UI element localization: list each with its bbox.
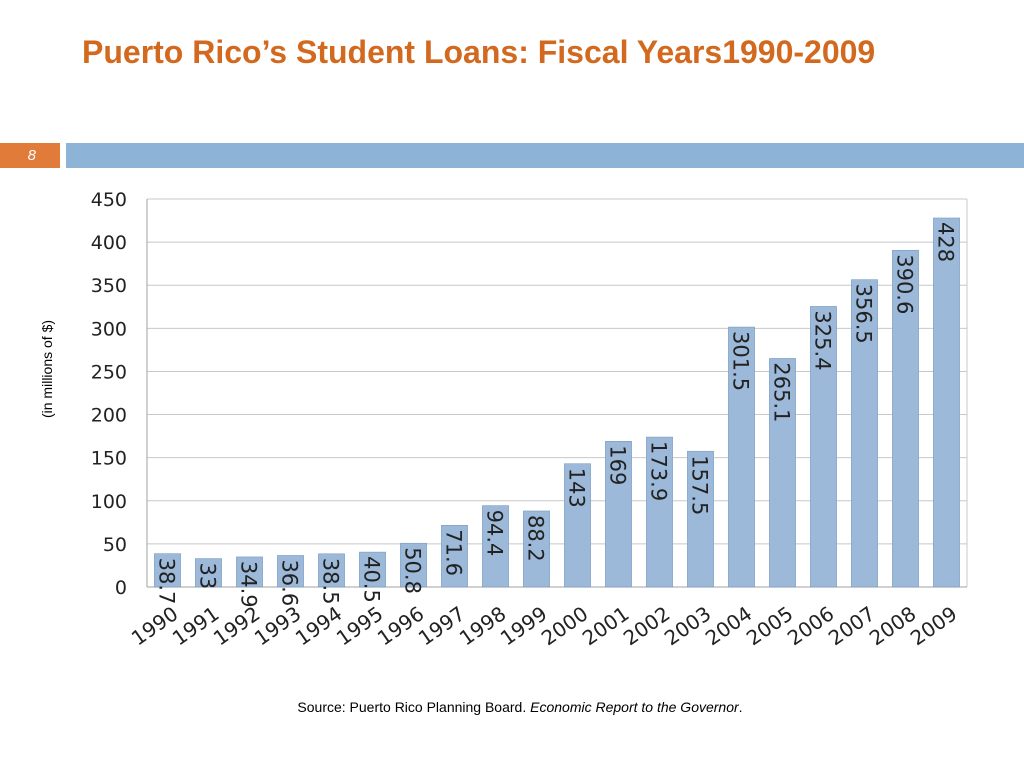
y-tick-label: 400 — [91, 232, 127, 254]
bar-2009 — [933, 217, 960, 588]
bar-2006 — [810, 306, 837, 588]
source-prefix: Source: Puerto Rico Planning Board. — [297, 699, 531, 715]
y-tick-label: 0 — [115, 577, 127, 599]
data-label-2007: 356.5 — [852, 284, 876, 344]
bar-2002 — [646, 436, 673, 588]
y-tick-label: 200 — [91, 405, 127, 427]
data-label-1997: 71.6 — [442, 529, 466, 576]
data-label-2000: 143 — [565, 468, 589, 508]
data-label-1993: 36.6 — [278, 559, 302, 606]
bars — [154, 217, 960, 588]
y-tick-label: 50 — [103, 534, 127, 556]
data-label-1994: 38.5 — [319, 558, 343, 605]
data-label-1998: 94.4 — [483, 510, 507, 557]
y-axis-title: (in millions of $) — [39, 320, 55, 418]
bar-1994 — [318, 553, 345, 588]
slide-header-bar: 8 — [0, 143, 1024, 168]
data-label-1990: 38.7 — [155, 558, 179, 605]
bar-2005 — [769, 358, 796, 588]
data-label-2008: 390.6 — [893, 254, 917, 314]
bar-1996 — [400, 542, 427, 588]
data-label-2002: 173.9 — [647, 441, 671, 501]
data-label-2004: 301.5 — [729, 331, 753, 391]
data-label-2006: 325.4 — [811, 310, 835, 370]
bar-1999 — [523, 510, 550, 588]
bar-2007 — [851, 279, 878, 588]
bar-1997 — [441, 525, 468, 588]
bar-1995 — [359, 551, 386, 588]
data-label-1999: 88.2 — [524, 515, 548, 562]
data-labels: 38.7 33 34.9 36.6 38.5 40.5 50.8 71.6 94.4 88.2 14… — [155, 222, 958, 608]
bar-1990 — [154, 553, 181, 588]
data-label-2003: 157.5 — [688, 455, 712, 515]
bar-2004 — [728, 326, 755, 588]
slide-title: Puerto Rico’s Student Loans: Fiscal Year… — [82, 34, 876, 70]
data-label-1992: 34.9 — [237, 561, 261, 608]
data-label-1996: 50.8 — [401, 547, 425, 594]
grid-lines — [147, 198, 967, 588]
data-label-2005: 265.1 — [770, 362, 794, 422]
slide-number: 8 — [0, 143, 60, 168]
y-tick-label: 250 — [91, 361, 127, 383]
bar-2001 — [605, 441, 632, 588]
data-label-2009: 428 — [934, 222, 958, 262]
x-tick-label-2009: 2009 — [906, 601, 961, 650]
bar-2008 — [892, 249, 919, 588]
bar-chart: 0 50 100 150 200 250 300 350 400 450 38.7 33 34.9 36… — [39, 189, 968, 650]
bar-1998 — [482, 505, 509, 588]
bar-2003 — [687, 450, 714, 588]
y-tick-label: 350 — [91, 275, 127, 297]
y-tick-label: 150 — [91, 448, 127, 470]
source-suffix: . — [738, 699, 743, 715]
data-label-1991: 33 — [196, 563, 220, 590]
data-label-2001: 169 — [606, 445, 630, 485]
bar-2000 — [564, 463, 591, 588]
source-note: Source: Puerto Rico Planning Board. Econ… — [0, 699, 1024, 715]
y-tick-label: 450 — [91, 189, 127, 211]
y-tick-label: 300 — [91, 318, 127, 340]
header-band — [66, 143, 1024, 168]
source-report-title: Economic Report to the Governor — [530, 699, 739, 715]
bar-1992 — [236, 556, 263, 588]
data-label-1995: 40.5 — [360, 556, 384, 603]
bar-1993 — [277, 555, 304, 588]
bar-1991 — [195, 558, 222, 588]
y-tick-label: 100 — [91, 491, 127, 513]
x-axis-labels: 1990199119921993199419951996199719981999… — [127, 601, 961, 650]
